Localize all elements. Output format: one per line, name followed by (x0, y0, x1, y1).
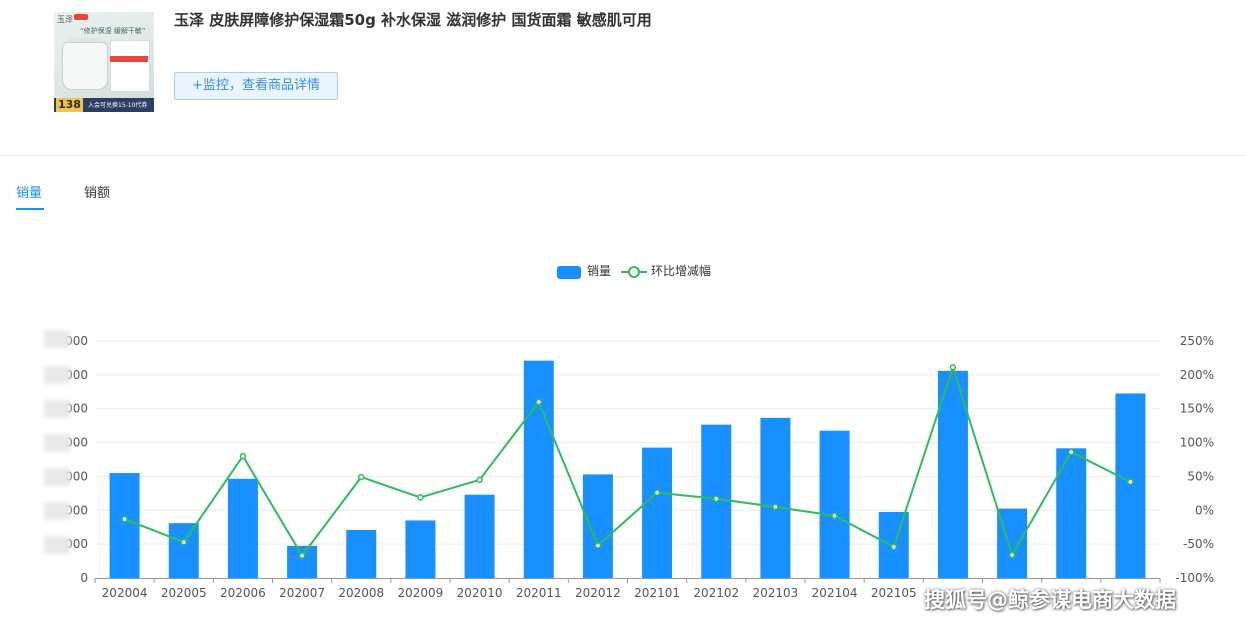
bar (642, 447, 673, 578)
growth-point (1008, 551, 1016, 559)
bar (464, 494, 495, 578)
growth-point (476, 476, 483, 484)
growth-point (180, 538, 187, 546)
y-left-tick-label: 000 (65, 368, 88, 382)
bar (109, 473, 140, 578)
growth-point (594, 542, 602, 549)
thumbnail-slogan: “修护保湿 缓解干敏” (80, 27, 146, 35)
y-right-tick-label: 50% (1187, 469, 1214, 483)
x-tick-label: 202012 (575, 586, 621, 600)
x-tick-label: 202006 (220, 586, 266, 600)
x-tick-label: 202101 (634, 586, 680, 600)
bar (523, 360, 554, 578)
legend-line-swatch (621, 266, 647, 278)
bar (346, 529, 377, 578)
y-left-tick-label: 0 (80, 571, 88, 585)
x-tick-label: 202008 (338, 586, 384, 600)
x-tick-label: 202004 (102, 586, 148, 600)
growth-point (949, 364, 957, 371)
tab-sales-volume[interactable]: 销量 (16, 186, 43, 201)
growth-point (417, 494, 424, 501)
watermark: 搜狐号@鲸参谋电商大数据 (924, 588, 1176, 612)
y-right-tick-label: 0% (1195, 503, 1214, 517)
thumbnail-brand: 玉泽 (57, 15, 73, 24)
thumbnail-price: 138 (56, 98, 83, 112)
left-axis-mask (44, 536, 70, 554)
y-left-tick-label: 000 (65, 537, 88, 551)
bar (1115, 393, 1146, 578)
growth-point (713, 495, 720, 503)
bar (819, 430, 850, 578)
bar (760, 417, 791, 578)
y-right-tick-label: -100% (1175, 571, 1214, 585)
bar (168, 523, 199, 578)
growth-point (1127, 478, 1134, 486)
y-right-tick-label: 150% (1180, 402, 1214, 416)
thumbnail-box-stripe (110, 56, 148, 62)
tab-sales-amount[interactable]: 销额 (84, 186, 111, 201)
growth-point (772, 503, 779, 511)
growth-point (1068, 448, 1075, 456)
tab-active-indicator (16, 208, 44, 210)
x-tick-label: 202009 (398, 586, 444, 600)
bar (405, 520, 436, 578)
y-right-tick-label: 250% (1180, 334, 1214, 348)
left-axis-mask (44, 366, 70, 384)
x-tick-label: 202010 (457, 586, 503, 600)
left-axis-mask (44, 434, 70, 452)
growth-point (535, 398, 542, 406)
x-tick-label: 202011 (516, 586, 562, 600)
x-tick-label: 202103 (753, 586, 799, 600)
growth-line (124, 364, 1131, 558)
bar (1056, 448, 1087, 578)
thumbnail-promo: 入会可兑换15-10代券 (88, 102, 148, 109)
y-right-tick-label: 100% (1180, 436, 1214, 450)
thumbnail-box (110, 40, 150, 92)
left-axis-mask (44, 330, 70, 348)
bar (227, 478, 258, 578)
x-tick-label: 202007 (279, 586, 325, 600)
left-axis-mask (44, 502, 70, 520)
legend-bar-swatch (557, 266, 581, 279)
thumbnail-jar (62, 42, 108, 90)
growth-point (653, 489, 661, 496)
growth-point (298, 552, 306, 559)
x-tick-label: 202102 (693, 586, 739, 600)
left-axis-mask (44, 468, 70, 486)
growth-point (890, 543, 897, 551)
x-tick-label: 202005 (161, 586, 207, 600)
x-tick-label: 202105 (871, 586, 917, 600)
y-right-tick-label: 200% (1180, 368, 1214, 382)
growth-point (358, 473, 365, 481)
legend-line-label[interactable]: 环比增减幅 (651, 264, 712, 278)
thumbnail-tag (74, 14, 88, 20)
bar (582, 474, 613, 578)
y-left-tick-label: 000 (65, 334, 88, 348)
legend-bar-label[interactable]: 销量 (587, 264, 612, 278)
growth-point (831, 512, 838, 519)
growth-point (239, 452, 247, 460)
product-header: 玉泽 “修护保湿 缓解干敏” 138 入会可兑换15-10代券 玉泽 皮肤屏障修… (0, 0, 1245, 156)
y-right-tick-label: -50% (1183, 537, 1214, 551)
product-title[interactable]: 玉泽 皮肤屏障修护保湿霜50g 补水保湿 滋润修护 国货面霜 敏感肌可用 (174, 11, 652, 29)
left-axis-mask (44, 400, 70, 418)
bar (287, 545, 318, 578)
x-tick-label: 202104 (812, 586, 858, 600)
product-thumbnail[interactable]: 玉泽 “修护保湿 缓解干敏” 138 入会可兑换15-10代券 (54, 12, 154, 112)
bar (937, 370, 968, 578)
growth-point (121, 515, 128, 523)
monitor-button[interactable]: +监控，查看商品详情 (174, 72, 338, 100)
